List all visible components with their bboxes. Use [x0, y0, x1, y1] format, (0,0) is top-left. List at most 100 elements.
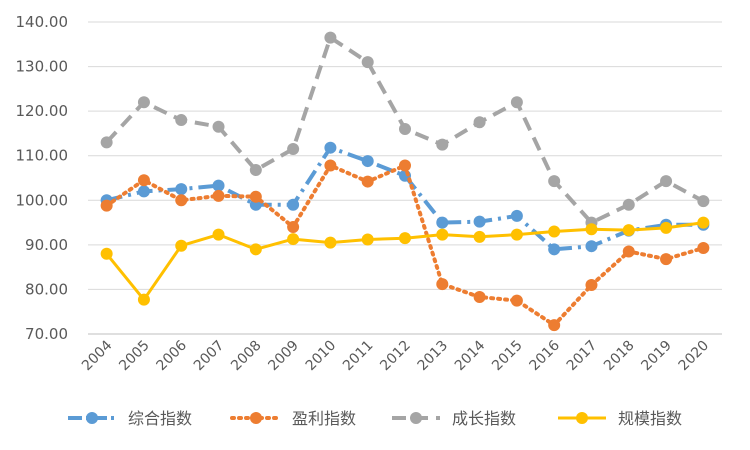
data-point	[697, 216, 710, 229]
data-point	[137, 185, 150, 198]
data-point	[622, 245, 635, 258]
x-tick-label: 2019	[638, 338, 675, 375]
legend-item: 成长指数	[392, 409, 516, 428]
data-point	[137, 96, 150, 109]
data-point	[287, 221, 300, 234]
data-point	[510, 294, 523, 307]
data-point	[473, 291, 486, 304]
x-tick-label: 2005	[116, 338, 153, 375]
data-point	[660, 175, 673, 188]
y-axis-ticks: 70.00 80.00 90.00 100.00 110.00 120.00 130.00 1…	[16, 13, 69, 343]
data-point	[660, 253, 673, 266]
x-tick-label: 2004	[79, 337, 116, 374]
data-point	[473, 116, 486, 129]
data-point	[436, 228, 449, 241]
data-point	[212, 189, 225, 202]
y-tick-label: 140.00	[16, 13, 69, 31]
data-point	[399, 232, 411, 245]
data-point	[548, 225, 561, 238]
data-point	[548, 243, 561, 256]
data-point	[249, 163, 262, 176]
x-tick-label: 2020	[676, 338, 713, 375]
data-point	[399, 159, 411, 172]
data-point	[399, 122, 411, 135]
data-point	[436, 138, 449, 151]
x-tick-label: 2006	[154, 337, 191, 374]
y-tick-label: 100.00	[16, 191, 69, 209]
series-group	[100, 31, 710, 332]
x-tick-label: 2018	[601, 338, 638, 375]
data-point	[361, 175, 374, 188]
data-point	[287, 143, 300, 156]
legend-marker	[86, 412, 98, 424]
data-point	[548, 319, 561, 332]
data-point	[585, 223, 598, 236]
data-point	[324, 236, 337, 249]
legend: 综合指数 盈利指数 成长指数 规模指数	[68, 409, 682, 428]
x-tick-label: 2016	[526, 337, 563, 374]
x-axis-ticks: 2004 2005 2006 2007 2008 2009 2010 2011 2012 2013…	[79, 337, 712, 374]
y-tick-label: 70.00	[25, 325, 68, 343]
data-point	[436, 278, 449, 291]
x-tick-label: 2015	[489, 338, 526, 375]
data-point	[100, 199, 113, 212]
data-point	[361, 56, 374, 69]
data-point	[137, 293, 150, 306]
legend-label: 综合指数	[128, 409, 192, 428]
x-tick-label: 2010	[303, 338, 340, 375]
legend-label: 盈利指数	[292, 409, 356, 428]
legend-label: 规模指数	[618, 409, 682, 428]
data-point	[100, 247, 113, 260]
data-point	[212, 228, 225, 241]
data-point	[287, 198, 300, 211]
data-point	[175, 239, 188, 252]
data-point	[361, 233, 374, 246]
x-tick-label: 2009	[265, 338, 302, 375]
data-point	[622, 198, 635, 211]
data-point	[697, 241, 710, 254]
series-1	[100, 141, 710, 256]
data-point	[324, 159, 337, 172]
data-point	[249, 243, 262, 256]
data-point	[548, 175, 561, 188]
x-tick-label: 2014	[452, 337, 489, 374]
data-point	[287, 233, 300, 246]
legend-marker	[410, 412, 422, 424]
series-line	[106, 145, 704, 252]
y-tick-label: 130.00	[16, 58, 69, 76]
data-point	[585, 240, 598, 253]
data-point	[473, 215, 486, 228]
series-3	[100, 31, 710, 229]
y-tick-label: 110.00	[16, 147, 69, 165]
data-point	[585, 278, 598, 291]
y-tick-label: 90.00	[25, 236, 68, 254]
series-4	[100, 216, 710, 306]
data-point	[212, 120, 225, 133]
data-point	[510, 228, 523, 241]
x-tick-label: 2017	[564, 338, 601, 375]
x-tick-label: 2011	[340, 338, 377, 375]
data-point	[324, 31, 337, 44]
data-point	[510, 96, 523, 109]
data-point	[436, 216, 449, 229]
data-point	[622, 224, 635, 237]
data-point	[175, 114, 188, 127]
data-point	[660, 221, 673, 234]
legend-marker	[250, 412, 262, 424]
legend-item: 规模指数	[558, 409, 682, 428]
y-tick-label: 80.00	[25, 280, 68, 298]
data-point	[473, 230, 486, 243]
data-point	[324, 141, 337, 154]
legend-marker	[576, 412, 588, 424]
data-point	[212, 179, 225, 192]
x-tick-label: 2013	[415, 338, 452, 375]
data-point	[249, 190, 262, 203]
x-tick-label: 2012	[377, 338, 414, 375]
data-point	[175, 183, 188, 196]
data-point	[175, 194, 188, 207]
legend-label: 成长指数	[452, 409, 516, 428]
data-point	[697, 195, 710, 208]
legend-item: 综合指数	[68, 409, 192, 428]
data-point	[100, 136, 113, 149]
